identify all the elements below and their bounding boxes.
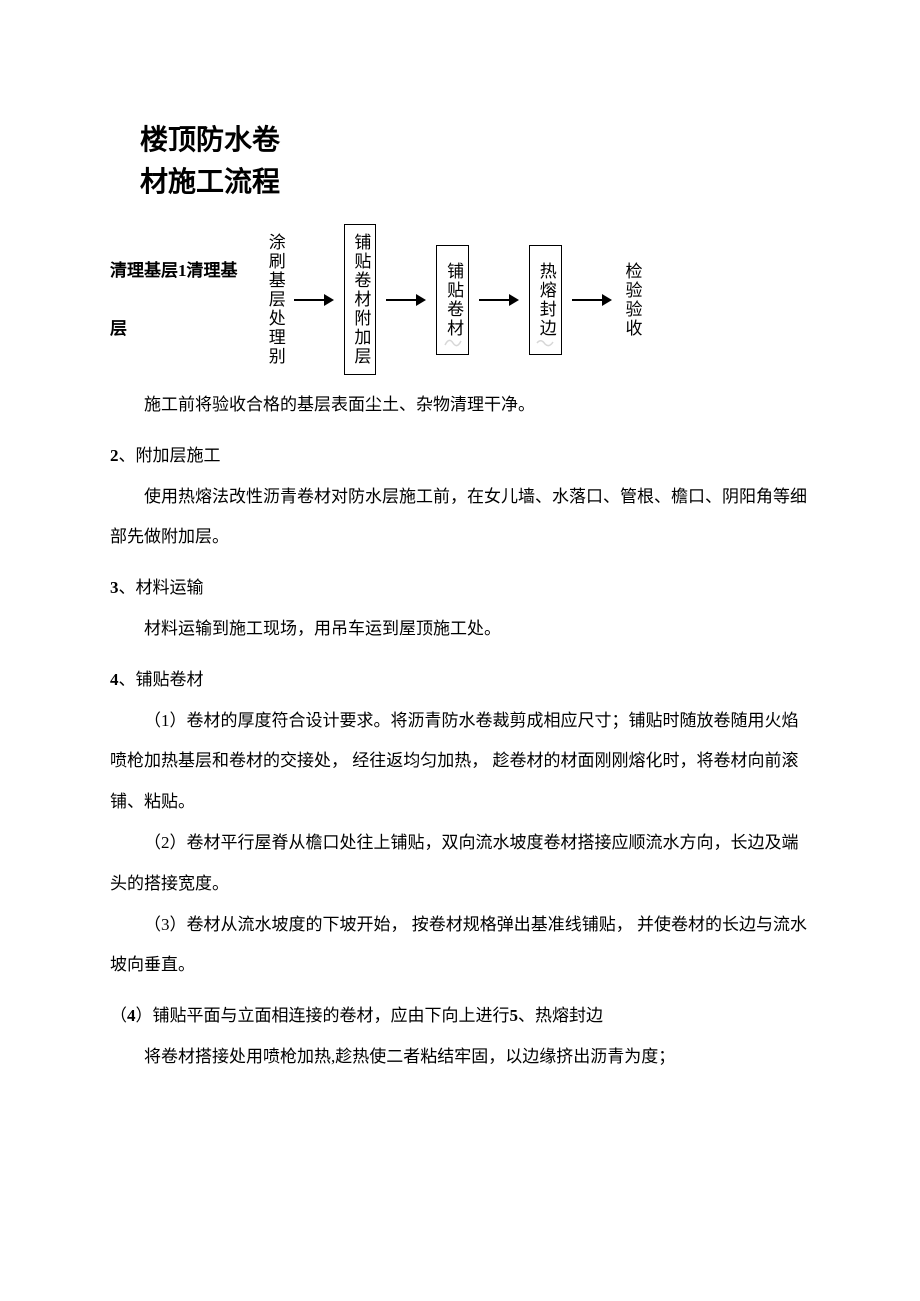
paragraph-2: 使用热熔法改性沥青卷材对防水层施工前，在女儿墙、水落口、管根、檐口、阴阳角等细部… (110, 477, 810, 559)
flow-left-label: 清理基层1清理基 层 (110, 252, 265, 347)
flow-node-1: 涂刷基层处理别 (265, 233, 284, 366)
arrow-icon (294, 292, 334, 308)
p4-4-mid: ）铺贴平面与立面相连接的卷材，应由下向上进行 (136, 1006, 510, 1025)
flow-node-3-box: 铺贴卷材 (436, 245, 469, 355)
heading-4: 4、铺贴卷材 (110, 660, 810, 701)
flow-node-5: 检验验收 (622, 262, 641, 338)
arrow-icon (386, 292, 426, 308)
flow-section: 清理基层1清理基 层 涂刷基层处理别 铺贴卷材附加层 铺贴卷材 热熔封边 检验验… (110, 224, 810, 375)
paragraph-5: 将卷材搭接处用喷枪加热,趁热使二者粘结牢固，以边缘挤出沥青为度； (110, 1037, 810, 1078)
heading-2-text: 、附加层施工 (119, 446, 221, 465)
title-line-2: 材施工流程 (140, 162, 810, 204)
flow-diagram: 涂刷基层处理别 铺贴卷材附加层 铺贴卷材 热熔封边 检验验收 (265, 224, 640, 375)
paragraph-intro: 施工前将验收合格的基层表面尘土、杂物清理干净。 (110, 385, 810, 426)
swirl-icon (443, 335, 463, 349)
swirl-icon (535, 335, 555, 349)
p4-4-num: 4 (127, 1006, 136, 1025)
heading-2: 2、附加层施工 (110, 436, 810, 477)
heading-4-text: 、铺贴卷材 (119, 670, 204, 689)
arrow-icon (572, 292, 612, 308)
p4-4-num2: 5 (510, 1006, 519, 1025)
paragraph-4-4: （4）铺贴平面与立面相连接的卷材，应由下向上进行5、热熔封边 (110, 996, 810, 1037)
document-title: 楼顶防水卷 材施工流程 (140, 120, 810, 204)
p4-4-pre: （ (110, 1006, 127, 1025)
p4-4-suf: 、热熔封边 (518, 1006, 603, 1025)
title-line-1: 楼顶防水卷 (140, 120, 810, 162)
heading-2-num: 2 (110, 446, 119, 465)
flow-node-2-box: 铺贴卷材附加层 (344, 224, 377, 375)
heading-3-num: 3 (110, 578, 119, 597)
flow-label-top: 清理基层1清理基 (110, 261, 238, 280)
flow-node-4-box: 热熔封边 (529, 245, 562, 355)
paragraph-4-3: （3）卷材从流水坡度的下坡开始， 按卷材规格弹出基准线铺贴， 并使卷材的长边与流… (110, 905, 810, 987)
heading-3-text: 、材料运输 (119, 578, 204, 597)
paragraph-3: 材料运输到施工现场，用吊车运到屋顶施工处。 (110, 609, 810, 650)
paragraph-4-2: （2）卷材平行屋脊从檐口处往上铺贴，双向流水坡度卷材搭接应顺流水方向，长边及端头… (110, 823, 810, 905)
arrow-icon (479, 292, 519, 308)
heading-4-num: 4 (110, 670, 119, 689)
flow-label-bottom: 层 (110, 310, 265, 347)
flow-node-2: 铺贴卷材附加层 (344, 224, 377, 375)
paragraph-4-1: （1）卷材的厚度符合设计要求。将沥青防水卷裁剪成相应尺寸；铺贴时随放卷随用火焰喷… (110, 701, 810, 823)
heading-3: 3、材料运输 (110, 568, 810, 609)
